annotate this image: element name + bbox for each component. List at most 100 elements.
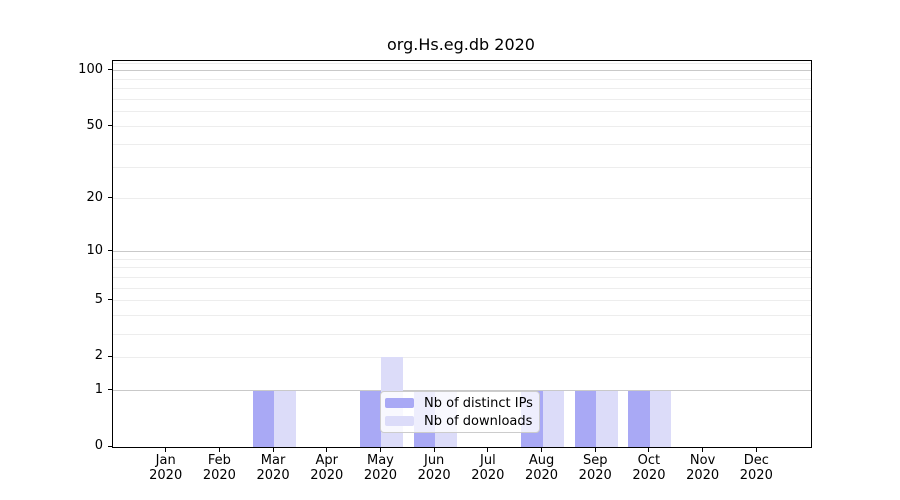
x-tick-mark-dec <box>755 448 757 452</box>
x-tick-month: Sep <box>582 453 608 468</box>
y-tick-label-20: 20 <box>86 189 103 205</box>
x-tick-mark-sep <box>594 448 596 452</box>
x-tick-month: Jul <box>480 453 496 468</box>
minor-gridline-6 <box>113 287 811 289</box>
x-tick-year: 2020 <box>686 468 720 483</box>
y-tick-label-0: 0 <box>94 438 103 453</box>
x-tick-label-sep: Sep 2020 <box>565 453 625 483</box>
x-tick-mark-feb <box>218 448 220 452</box>
x-tick-month: Mar <box>260 453 286 468</box>
y-tick-label-50: 50 <box>86 117 103 133</box>
x-tick-mark-nov <box>702 448 704 452</box>
x-tick-mark-jul <box>487 448 489 452</box>
y-tick-mark-1 <box>108 389 112 390</box>
x-tick-year: 2020 <box>739 468 773 483</box>
minor-gridline-50 <box>113 126 811 128</box>
y-tick-label-10: 10 <box>86 242 103 258</box>
minor-gridline-20 <box>113 198 811 200</box>
x-tick-label-feb: Feb 2020 <box>189 453 249 483</box>
x-tick-year: 2020 <box>578 468 612 483</box>
x-tick-year: 2020 <box>524 468 559 483</box>
legend-label-distinct-ips: Nb of distinct IPs <box>424 395 533 411</box>
x-tick-label-oct: Oct 2020 <box>619 453 679 483</box>
y-tick-mark-50 <box>108 125 112 127</box>
x-tick-month: Apr <box>315 453 339 468</box>
distinct-ips-swatch <box>385 398 414 408</box>
x-tick-year: 2020 <box>471 468 505 483</box>
bar-nb-of-downloads-mar <box>274 390 296 447</box>
bar-nb-of-downloads-oct <box>649 390 672 447</box>
minor-gridline-40 <box>113 143 811 145</box>
minor-gridline-7 <box>113 277 811 279</box>
x-tick-month: Aug <box>528 453 555 468</box>
x-tick-month: Jun <box>423 453 445 468</box>
x-tick-month: Dec <box>743 453 769 468</box>
x-tick-label-jun: Jun 2020 <box>404 453 464 483</box>
y-tick-label-1: 1 <box>94 381 103 397</box>
y-tick-label-2: 2 <box>94 348 103 364</box>
x-tick-label-dec: Dec 2020 <box>726 453 786 483</box>
chart-title: org.Hs.eg.db 2020 <box>387 35 535 54</box>
x-tick-label-nov: Nov 2020 <box>673 453 733 483</box>
x-tick-label-apr: Apr 2020 <box>297 453 357 483</box>
legend-label-downloads: Nb of downloads <box>424 413 533 429</box>
minor-gridline-5 <box>113 300 811 302</box>
bar-nb-of-downloads-aug <box>542 390 565 447</box>
x-tick-mark-jan <box>165 448 167 452</box>
minor-gridline-80 <box>113 88 811 90</box>
major-gridline-100 <box>113 70 811 72</box>
x-tick-year: 2020 <box>149 468 183 483</box>
y-tick-mark-5 <box>108 299 112 301</box>
major-gridline-1 <box>113 390 811 391</box>
bar-nb-of-distinct-ips-oct <box>628 390 650 447</box>
major-gridline-10 <box>113 251 811 253</box>
bar-nb-of-distinct-ips-mar <box>252 390 275 447</box>
y-tick-mark-20 <box>108 197 112 199</box>
minor-gridline-110 <box>113 62 811 64</box>
x-tick-mark-aug <box>541 448 543 452</box>
x-tick-mark-mar <box>272 448 274 452</box>
x-tick-mark-jun <box>433 448 435 452</box>
plot-area <box>112 60 812 448</box>
x-tick-mark-may <box>379 448 381 452</box>
x-tick-label-may: May 2020 <box>350 453 410 483</box>
bar-nb-of-downloads-sep <box>596 390 618 447</box>
x-tick-year: 2020 <box>310 468 344 483</box>
x-tick-label-aug: Aug 2020 <box>512 453 572 483</box>
x-tick-label-mar: Mar 2020 <box>243 453 303 483</box>
x-tick-month: Oct <box>637 453 661 468</box>
x-tick-month: May <box>367 453 394 468</box>
x-tick-year: 2020 <box>202 468 236 483</box>
minor-gridline-3 <box>113 333 811 335</box>
downloads-swatch <box>385 416 414 426</box>
minor-gridline-2 <box>113 356 811 358</box>
y-tick-mark-2 <box>108 355 112 357</box>
minor-gridline-9 <box>113 258 811 260</box>
minor-gridline-70 <box>113 99 811 101</box>
y-tick-label-5: 5 <box>94 291 103 307</box>
bar-nb-of-distinct-ips-may <box>359 390 382 447</box>
minor-gridline-4 <box>113 315 811 317</box>
y-tick-mark-0 <box>108 445 112 447</box>
x-tick-year: 2020 <box>256 468 290 483</box>
legend: Nb of distinct IPs Nb of downloads <box>380 391 540 433</box>
minor-gridline-8 <box>113 267 811 269</box>
x-tick-label-jul: Jul 2020 <box>458 453 518 483</box>
x-tick-mark-apr <box>326 448 328 452</box>
minor-gridline-30 <box>113 166 811 168</box>
x-tick-month: Nov <box>689 453 716 468</box>
x-tick-year: 2020 <box>632 468 666 483</box>
legend-entry-downloads: Nb of downloads <box>385 412 535 430</box>
x-tick-month: Jan <box>155 453 176 468</box>
y-tick-label-100: 100 <box>78 61 103 77</box>
x-tick-month: Feb <box>207 453 231 468</box>
x-tick-year: 2020 <box>417 468 451 483</box>
bar-nb-of-distinct-ips-sep <box>574 390 597 447</box>
x-tick-label-jan: Jan 2020 <box>136 453 196 483</box>
y-tick-mark-100 <box>108 69 112 71</box>
minor-gridline-90 <box>113 78 811 80</box>
x-tick-mark-oct <box>648 448 650 452</box>
x-tick-year: 2020 <box>363 468 397 483</box>
legend-entry-distinct-ips: Nb of distinct IPs <box>385 394 535 412</box>
